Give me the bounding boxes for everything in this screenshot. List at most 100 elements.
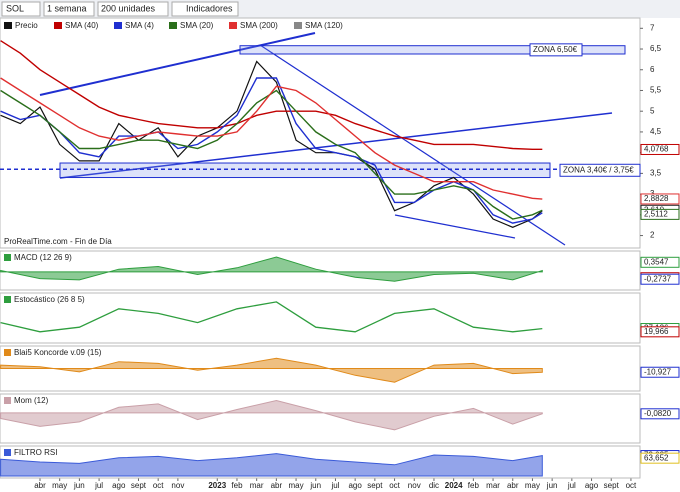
legend-label: SMA (120) <box>305 21 343 30</box>
legend-label: SMA (20) <box>180 21 214 30</box>
value-tag <box>640 143 680 155</box>
legend-label: SMA (4) <box>125 21 154 30</box>
x-tick-label: oct <box>389 481 400 490</box>
series-line <box>0 60 543 228</box>
panel-title-swatch <box>4 254 11 261</box>
indicators-box[interactable] <box>171 1 239 17</box>
zone <box>59 162 551 179</box>
zone <box>239 45 626 55</box>
indicator-area <box>0 453 543 477</box>
x-tick-label: feb <box>231 481 243 490</box>
x-tick-label: 2023 <box>208 481 226 490</box>
x-tick-label: sept <box>131 481 147 490</box>
units-box[interactable] <box>97 1 169 17</box>
legend-swatch <box>294 22 302 29</box>
indicator-area <box>0 256 543 282</box>
x-tick-label: may <box>525 481 540 490</box>
x-tick-label: jun <box>309 481 321 490</box>
value-tag <box>640 208 680 220</box>
panel-title: Blai5 Koncorde v.09 (15) <box>14 348 102 357</box>
x-tick-label: jul <box>567 481 576 490</box>
series-line <box>0 89 543 220</box>
zone-label: ZONA 3,40€ / 3,75€ <box>563 165 634 174</box>
zone-label: ZONA 6,50€ <box>533 45 578 54</box>
value-tag-label: 2,8828 <box>644 194 669 203</box>
x-tick-label: jun <box>73 481 85 490</box>
x-tick-label: may <box>52 481 67 490</box>
legend-swatch <box>169 22 177 29</box>
legend-swatch <box>229 22 237 29</box>
indicator-area <box>0 357 543 383</box>
panel-title: MACD (12 26 9) <box>14 253 72 262</box>
period-box[interactable] <box>43 1 95 17</box>
x-tick-label: jun <box>546 481 558 490</box>
x-tick-label: jul <box>94 481 103 490</box>
trendline <box>39 32 316 96</box>
legend-label: SMA (40) <box>65 21 99 30</box>
symbol[interactable]: SOL <box>6 3 24 13</box>
indicator-panel <box>0 250 641 291</box>
y-tick-label: 6,5 <box>650 44 662 53</box>
x-tick-label: abr <box>271 481 283 490</box>
panel-title: Estocástico (26 8 5) <box>14 295 85 304</box>
indicator-panel <box>0 345 641 392</box>
x-tick-label: mar <box>486 481 500 490</box>
legend-label: Precio <box>15 21 38 30</box>
price-panel <box>0 17 641 249</box>
y-tick-label: 6 <box>650 65 655 74</box>
x-tick-label: nov <box>171 481 184 490</box>
panel-title: FILTRO RSI <box>14 448 57 457</box>
x-tick-label: ago <box>112 481 126 490</box>
indicators[interactable]: Indicadores <box>186 3 233 13</box>
x-tick-label: ago <box>585 481 599 490</box>
toolbar <box>0 0 680 18</box>
x-tick-label: nov <box>408 481 421 490</box>
value-tag <box>640 366 680 378</box>
panel-title-swatch <box>4 349 11 356</box>
x-tick-label: abr <box>507 481 519 490</box>
x-tick-label: sept <box>367 481 383 490</box>
panel-title-swatch <box>4 296 11 303</box>
value-tag-label: 63,652 <box>644 453 669 462</box>
value-tag-label: -0,0820 <box>644 409 672 418</box>
value-tag-label: 2,5112 <box>644 209 668 218</box>
indicator-panel <box>0 393 641 444</box>
trendline <box>394 214 516 239</box>
y-tick-label: 5,5 <box>650 86 662 95</box>
panel-title: Mom (12) <box>14 396 49 405</box>
x-tick-label: 2024 <box>445 481 463 490</box>
x-tick-label: feb <box>468 481 480 490</box>
series-line <box>0 40 543 150</box>
trendline <box>259 44 566 246</box>
units[interactable]: 200 unidades <box>101 3 156 13</box>
symbol-box[interactable] <box>1 1 41 17</box>
y-tick-label: 5 <box>650 106 655 115</box>
value-tag <box>640 193 680 205</box>
x-tick-label: oct <box>626 481 637 490</box>
zone-label-box <box>529 43 583 57</box>
indicator-area <box>0 399 543 431</box>
legend-swatch <box>4 22 12 29</box>
source: ProRealTime.com - Fin de Día <box>4 237 112 246</box>
y-tick-label: 4,5 <box>650 127 662 136</box>
panel-title-swatch <box>4 397 11 404</box>
indicator-panel <box>0 292 641 344</box>
legend-label: SMA (200) <box>240 21 278 30</box>
y-tick-label: 2 <box>650 231 655 240</box>
series-line <box>0 77 543 224</box>
indicator-panel <box>0 445 641 479</box>
legend-swatch <box>114 22 122 29</box>
indicator-line <box>0 301 543 333</box>
period[interactable]: 1 semana <box>47 3 87 13</box>
x-tick-label: jul <box>330 481 339 490</box>
x-tick-label: oct <box>153 481 164 490</box>
value-tag <box>640 326 680 338</box>
value-tag-label: -10,927 <box>644 367 672 376</box>
series-line <box>0 77 543 200</box>
x-tick-label: sept <box>604 481 620 490</box>
x-tick-label: ago <box>348 481 362 490</box>
trendline <box>59 112 613 179</box>
value-tag <box>640 256 680 268</box>
trendlines <box>39 32 613 246</box>
